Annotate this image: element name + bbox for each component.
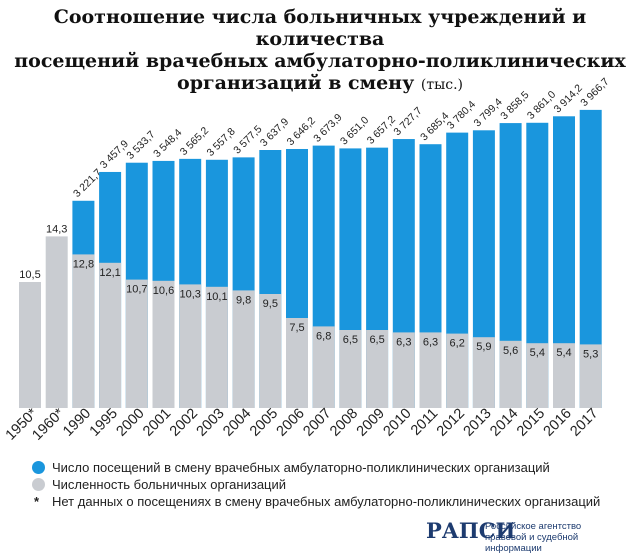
logo-caption-line-2: правовой и судебной информации — [485, 532, 579, 553]
hospitals-value-label: 12,8 — [73, 258, 94, 270]
hospitals-bar — [472, 337, 495, 408]
hospitals-bar — [392, 332, 415, 408]
hospitals-value-label: 6,8 — [316, 330, 331, 342]
hospitals-value-label: 5,6 — [503, 345, 518, 357]
x-tick-label: 2016 — [541, 406, 575, 440]
visits-bar — [499, 123, 522, 409]
hospitals-value-label: 10,7 — [126, 284, 147, 296]
hospitals-bar — [366, 330, 389, 408]
hospitals-bar — [179, 284, 202, 408]
hospitals-bar — [19, 282, 41, 408]
x-tick-label: 2017 — [567, 406, 601, 440]
logo-caption-line-1: Российское агентство — [485, 521, 582, 532]
x-tick-label: 2001 — [140, 406, 174, 440]
hospitals-value-label: 6,5 — [343, 334, 358, 346]
visits-value-label: 3 557,8 — [205, 126, 238, 159]
hospitals-bar — [499, 340, 522, 408]
hospitals-bar — [312, 326, 335, 408]
x-tick-label: 2008 — [327, 406, 361, 440]
hospitals-value-label: 9,5 — [263, 298, 278, 310]
visits-value-label: 3 646,2 — [285, 115, 318, 148]
hospitals-bar — [286, 318, 308, 408]
legend-label-visits: Число посещений в смену врачебных амбула… — [52, 460, 550, 475]
x-tick-label: 2010 — [380, 406, 414, 440]
legend-label-note: Нет данных о посещениях в смену врачебны… — [52, 494, 601, 509]
visits-bar — [526, 122, 549, 408]
hospitals-bar — [553, 343, 575, 408]
hospitals-value-label: 5,3 — [583, 348, 598, 360]
title-line-1: Соотношение числа больничных учреждений … — [53, 6, 587, 50]
hospitals-value-label: 5,4 — [530, 347, 545, 359]
x-tick-label: 2004 — [220, 406, 254, 440]
hospitals-bar — [45, 236, 68, 408]
x-tick-label: 2007 — [300, 406, 334, 440]
title-line-2: посещений врачебных амбулаторно-поликлин… — [14, 50, 626, 72]
visits-value-label: 3 780,4 — [445, 98, 478, 131]
logo-caption: Российское агентство правовой и судебной… — [485, 521, 615, 553]
hospitals-value-label: 10,6 — [153, 285, 174, 297]
x-tick-label: 2000 — [113, 406, 147, 440]
visits-value-label: 3 966,7 — [578, 76, 611, 109]
visits-value-label: 3 548,4 — [151, 127, 184, 160]
hospitals-bar — [232, 290, 255, 408]
title-line-3: организаций в смену (тыс.) — [0, 72, 640, 96]
hospitals-bar — [72, 254, 95, 408]
x-tick-label: 2003 — [194, 406, 228, 440]
legend-swatch-gray — [32, 478, 45, 491]
hospitals-bar — [526, 343, 549, 408]
hospitals-bar — [339, 330, 362, 408]
hospitals-bar — [152, 280, 175, 408]
hospitals-value-label: 14,3 — [46, 223, 67, 235]
x-tick-label: 1960* — [29, 405, 67, 443]
hospitals-bar — [205, 286, 228, 408]
x-tick-label: 1995 — [87, 406, 121, 440]
hospitals-value-label: 5,9 — [476, 341, 491, 353]
visits-bar — [553, 116, 575, 409]
hospitals-value-label: 10,5 — [19, 269, 40, 281]
hospitals-bar — [446, 333, 469, 408]
x-tick-label: 2013 — [461, 406, 495, 440]
hospitals-value-label: 10,3 — [179, 288, 200, 300]
x-tick-label: 2012 — [434, 406, 468, 440]
hospitals-value-label: 6,5 — [369, 334, 384, 346]
visits-bar — [579, 109, 602, 408]
x-tick-label: 2015 — [514, 406, 548, 440]
chart-title: Соотношение числа больничных учреждений … — [0, 6, 640, 96]
logo-name: РАПСИ — [426, 518, 516, 543]
x-tick-label: 2009 — [354, 406, 388, 440]
hospitals-value-label: 5,4 — [556, 347, 571, 359]
title-unit: (тыс.) — [420, 77, 463, 93]
legend-swatch-blue — [32, 461, 45, 474]
hospitals-bar — [419, 332, 442, 408]
hospitals-bar — [125, 279, 148, 408]
hospitals-value-label: 6,3 — [423, 336, 438, 348]
hospitals-bar — [99, 262, 122, 408]
legend-label-hospitals: Численность больничных организаций — [52, 477, 287, 492]
hospitals-value-label: 6,2 — [450, 338, 465, 350]
x-tick-label: 2002 — [167, 406, 201, 440]
hospitals-value-label: 12,1 — [99, 267, 120, 279]
x-tick-label: 2011 — [408, 406, 441, 439]
asterisk-icon: * — [34, 494, 40, 509]
hospitals-value-label: 10,1 — [206, 291, 227, 303]
x-tick-label: 2006 — [274, 406, 308, 440]
hospitals-bar — [259, 294, 282, 408]
hospitals-value-label: 9,8 — [236, 294, 251, 306]
x-tick-label: 2005 — [247, 406, 281, 440]
hospitals-value-label: 7,5 — [289, 322, 304, 334]
x-tick-label: 1990 — [60, 406, 94, 440]
hospitals-bar — [579, 344, 602, 408]
x-tick-label: 2014 — [487, 406, 521, 440]
hospitals-value-label: 6,3 — [396, 336, 411, 348]
title-line-3-text: организаций в смену — [177, 72, 415, 94]
